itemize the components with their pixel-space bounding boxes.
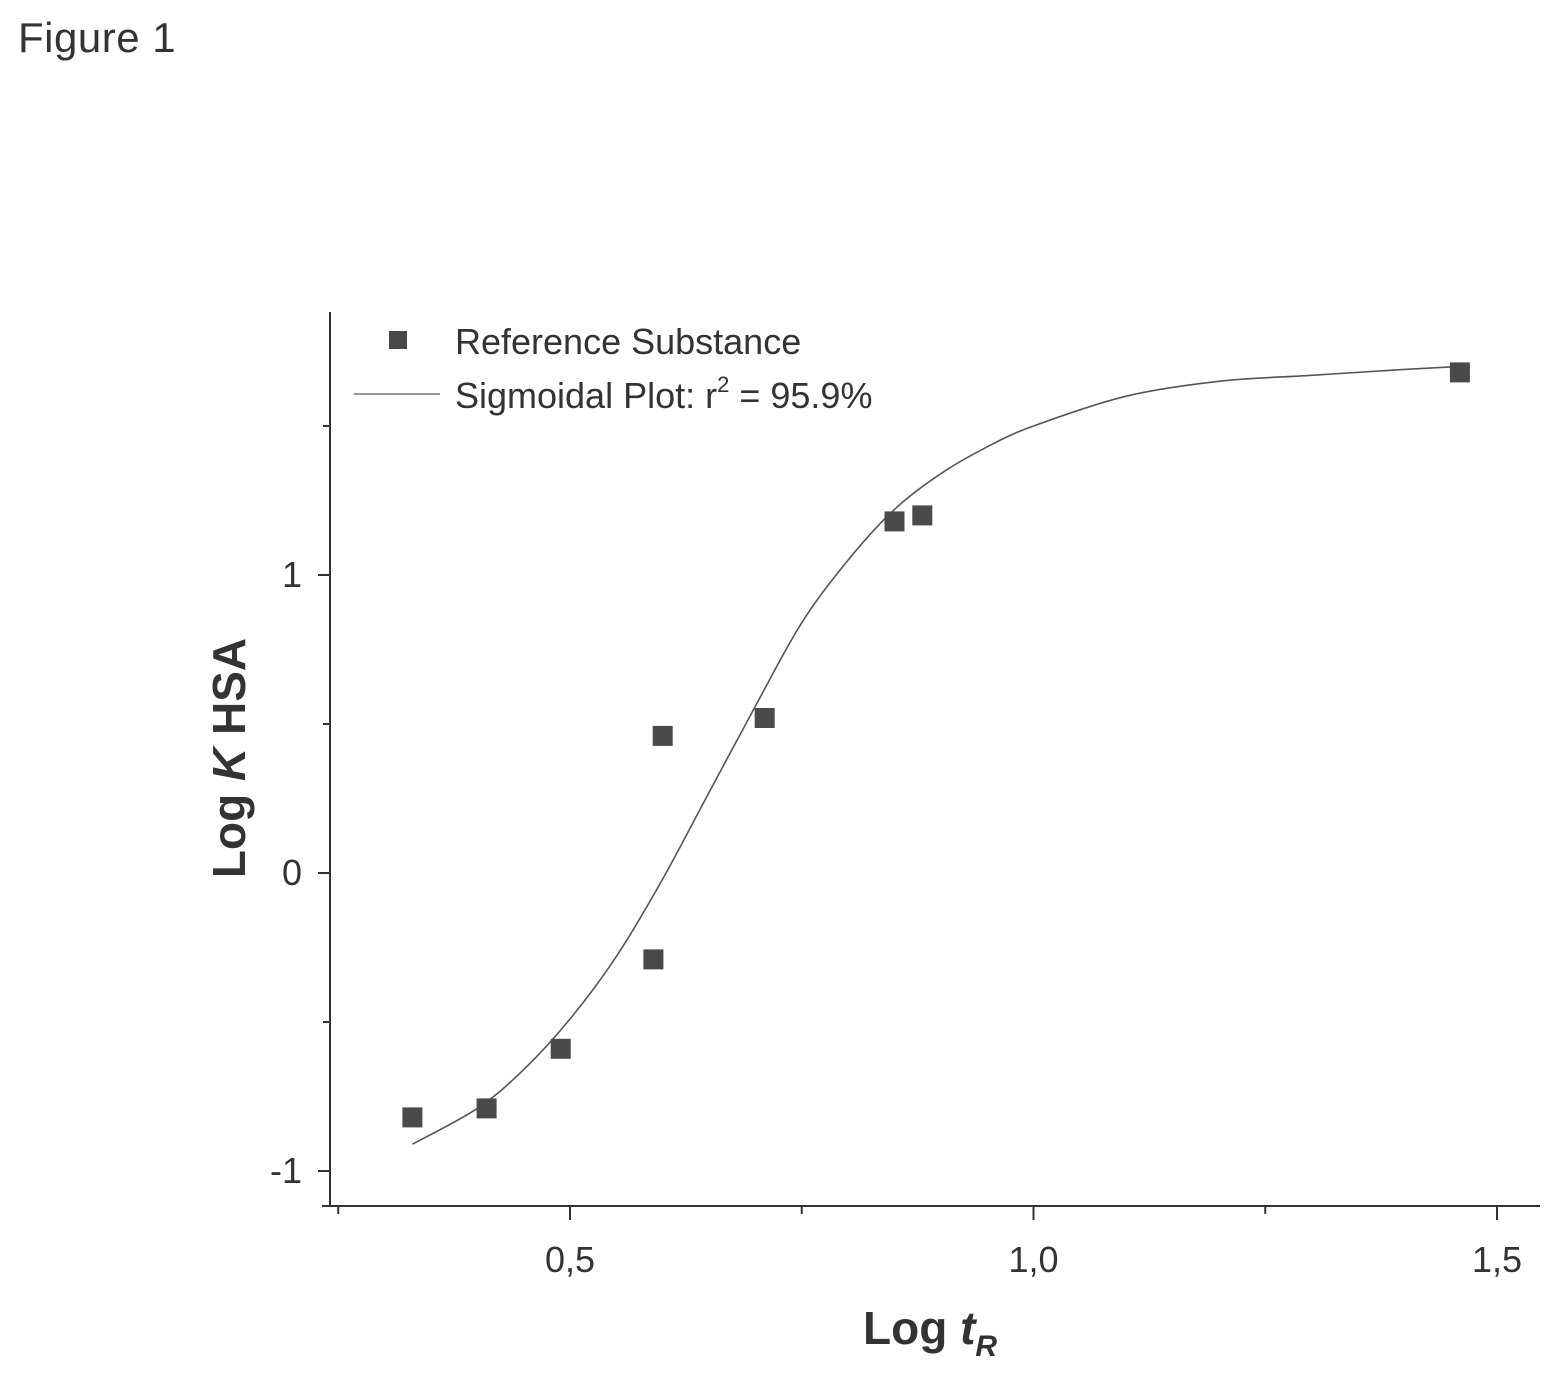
- x-axis-title: Log tR: [863, 1302, 997, 1363]
- y-tick-label: -1: [270, 1150, 302, 1191]
- data-point: [643, 949, 664, 970]
- sigmoidal-fit-layer: [412, 365, 1460, 1145]
- y-tick-label: 1: [282, 554, 302, 595]
- data-point: [1449, 362, 1470, 383]
- legend-label-sigmoidal: Sigmoidal Plot: r2 = 95.9%: [455, 372, 872, 416]
- y-tick-label: 0: [282, 852, 302, 893]
- data-points-layer: [402, 362, 1470, 1128]
- x-tick-label: 1,5: [1472, 1239, 1522, 1280]
- y-axis-title: Log K HSA: [203, 638, 255, 878]
- x-tick-label: 1,0: [1008, 1239, 1058, 1280]
- data-point: [912, 505, 933, 526]
- legend-marker-reference: [389, 331, 407, 349]
- axes: 0,5 1,0 1,5 -1 0 1: [270, 312, 1540, 1280]
- data-point: [754, 708, 775, 728]
- data-point: [476, 1098, 497, 1119]
- x-tick-label: 0,5: [545, 1239, 595, 1280]
- legend: Reference Substance Sigmoidal Plot: r2 =…: [354, 321, 872, 416]
- sigmoidal-fit-line: [412, 365, 1460, 1145]
- data-point: [402, 1107, 423, 1128]
- figure-label: Figure 1: [18, 14, 177, 61]
- data-point: [884, 511, 905, 532]
- data-point: [550, 1038, 571, 1059]
- legend-label-reference: Reference Substance: [455, 321, 801, 362]
- data-point: [652, 725, 673, 746]
